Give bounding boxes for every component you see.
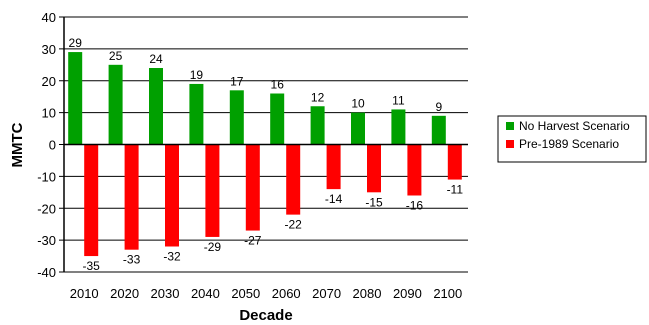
bar-pre-1989 bbox=[165, 144, 179, 247]
bar-no-harvest bbox=[68, 52, 83, 145]
x-tick-label: 2050 bbox=[231, 286, 260, 301]
bar-no-harvest bbox=[270, 93, 285, 145]
data-label: -22 bbox=[285, 218, 303, 232]
x-tick-label: 2040 bbox=[191, 286, 220, 301]
bar-pre-1989 bbox=[205, 144, 220, 237]
bar-pre-1989 bbox=[407, 144, 422, 196]
data-label: 17 bbox=[230, 74, 244, 88]
bar-no-harvest bbox=[391, 109, 406, 145]
data-label: -14 bbox=[325, 192, 343, 206]
data-label: -16 bbox=[406, 199, 424, 213]
y-tick-label: 0 bbox=[49, 138, 56, 153]
bar-no-harvest bbox=[351, 112, 365, 145]
bar-no-harvest bbox=[310, 106, 325, 145]
data-label: 10 bbox=[351, 97, 365, 111]
x-tick-label: 2060 bbox=[272, 286, 301, 301]
bar-pre-1989 bbox=[245, 144, 260, 231]
y-axis-title: MMTC bbox=[9, 122, 26, 167]
y-tick-label: -10 bbox=[37, 169, 56, 184]
data-labels: 29 25 24 19 17 16 12 10 11 9 -35 -33 -32 -29 -27 -22 -14… bbox=[69, 36, 464, 273]
bars bbox=[68, 52, 462, 257]
data-label: -15 bbox=[365, 195, 383, 209]
x-tick-label: 2080 bbox=[353, 286, 382, 301]
y-tick-label: -40 bbox=[37, 265, 56, 280]
y-tick-label: -20 bbox=[37, 201, 56, 216]
x-tick-label: 2100 bbox=[433, 286, 462, 301]
bar-no-harvest bbox=[189, 83, 204, 145]
y-tick-label: 40 bbox=[42, 10, 56, 25]
legend-box bbox=[497, 115, 647, 163]
data-label: -11 bbox=[447, 183, 464, 197]
bar-pre-1989 bbox=[326, 144, 341, 190]
bar-pre-1989 bbox=[124, 144, 139, 250]
y-tick-label: 20 bbox=[42, 74, 56, 89]
data-label: 24 bbox=[149, 52, 163, 66]
bar-pre-1989 bbox=[286, 144, 301, 215]
x-tick-labels: 2010 2020 2030 2040 2050 2060 2070 2080 2090 2100 bbox=[70, 286, 463, 301]
y-tick-label: 10 bbox=[42, 106, 56, 121]
bar-pre-1989 bbox=[447, 144, 462, 180]
data-label: 19 bbox=[190, 68, 204, 82]
bar-pre-1989 bbox=[84, 144, 99, 257]
bar-no-harvest bbox=[431, 115, 446, 145]
x-tick-label: 2010 bbox=[70, 286, 99, 301]
legend-swatch bbox=[506, 140, 514, 148]
data-label: -33 bbox=[123, 253, 141, 267]
bar-pre-1989 bbox=[367, 144, 381, 193]
data-label: 29 bbox=[69, 36, 83, 50]
x-tick-label: 2020 bbox=[110, 286, 139, 301]
legend-label: No Harvest Scenario bbox=[519, 119, 630, 133]
x-axis-title: Decade bbox=[239, 307, 292, 324]
legend-swatch bbox=[506, 122, 514, 130]
x-tick-label: 2070 bbox=[312, 286, 341, 301]
data-label: 9 bbox=[435, 100, 442, 114]
data-label: 16 bbox=[271, 78, 285, 92]
bar-no-harvest bbox=[229, 90, 244, 145]
data-label: -29 bbox=[204, 240, 222, 254]
y-tick-labels: -40 -30 -20 -10 0 10 20 30 40 bbox=[37, 10, 56, 280]
bar-no-harvest bbox=[108, 64, 123, 145]
bar-no-harvest bbox=[149, 68, 163, 145]
legend: No Harvest Scenario Pre-1989 Scenario bbox=[497, 115, 647, 163]
data-label: 11 bbox=[392, 93, 405, 107]
y-tick-label: -30 bbox=[37, 233, 56, 248]
data-label: -32 bbox=[163, 250, 181, 264]
legend-label: Pre-1989 Scenario bbox=[519, 137, 619, 151]
data-label: -27 bbox=[244, 234, 262, 248]
data-label: 25 bbox=[109, 49, 123, 63]
y-tick-label: 30 bbox=[42, 42, 56, 57]
data-label: -35 bbox=[83, 259, 101, 273]
x-tick-label: 2090 bbox=[393, 286, 422, 301]
x-tick-label: 2030 bbox=[151, 286, 180, 301]
data-label: 12 bbox=[311, 90, 325, 104]
